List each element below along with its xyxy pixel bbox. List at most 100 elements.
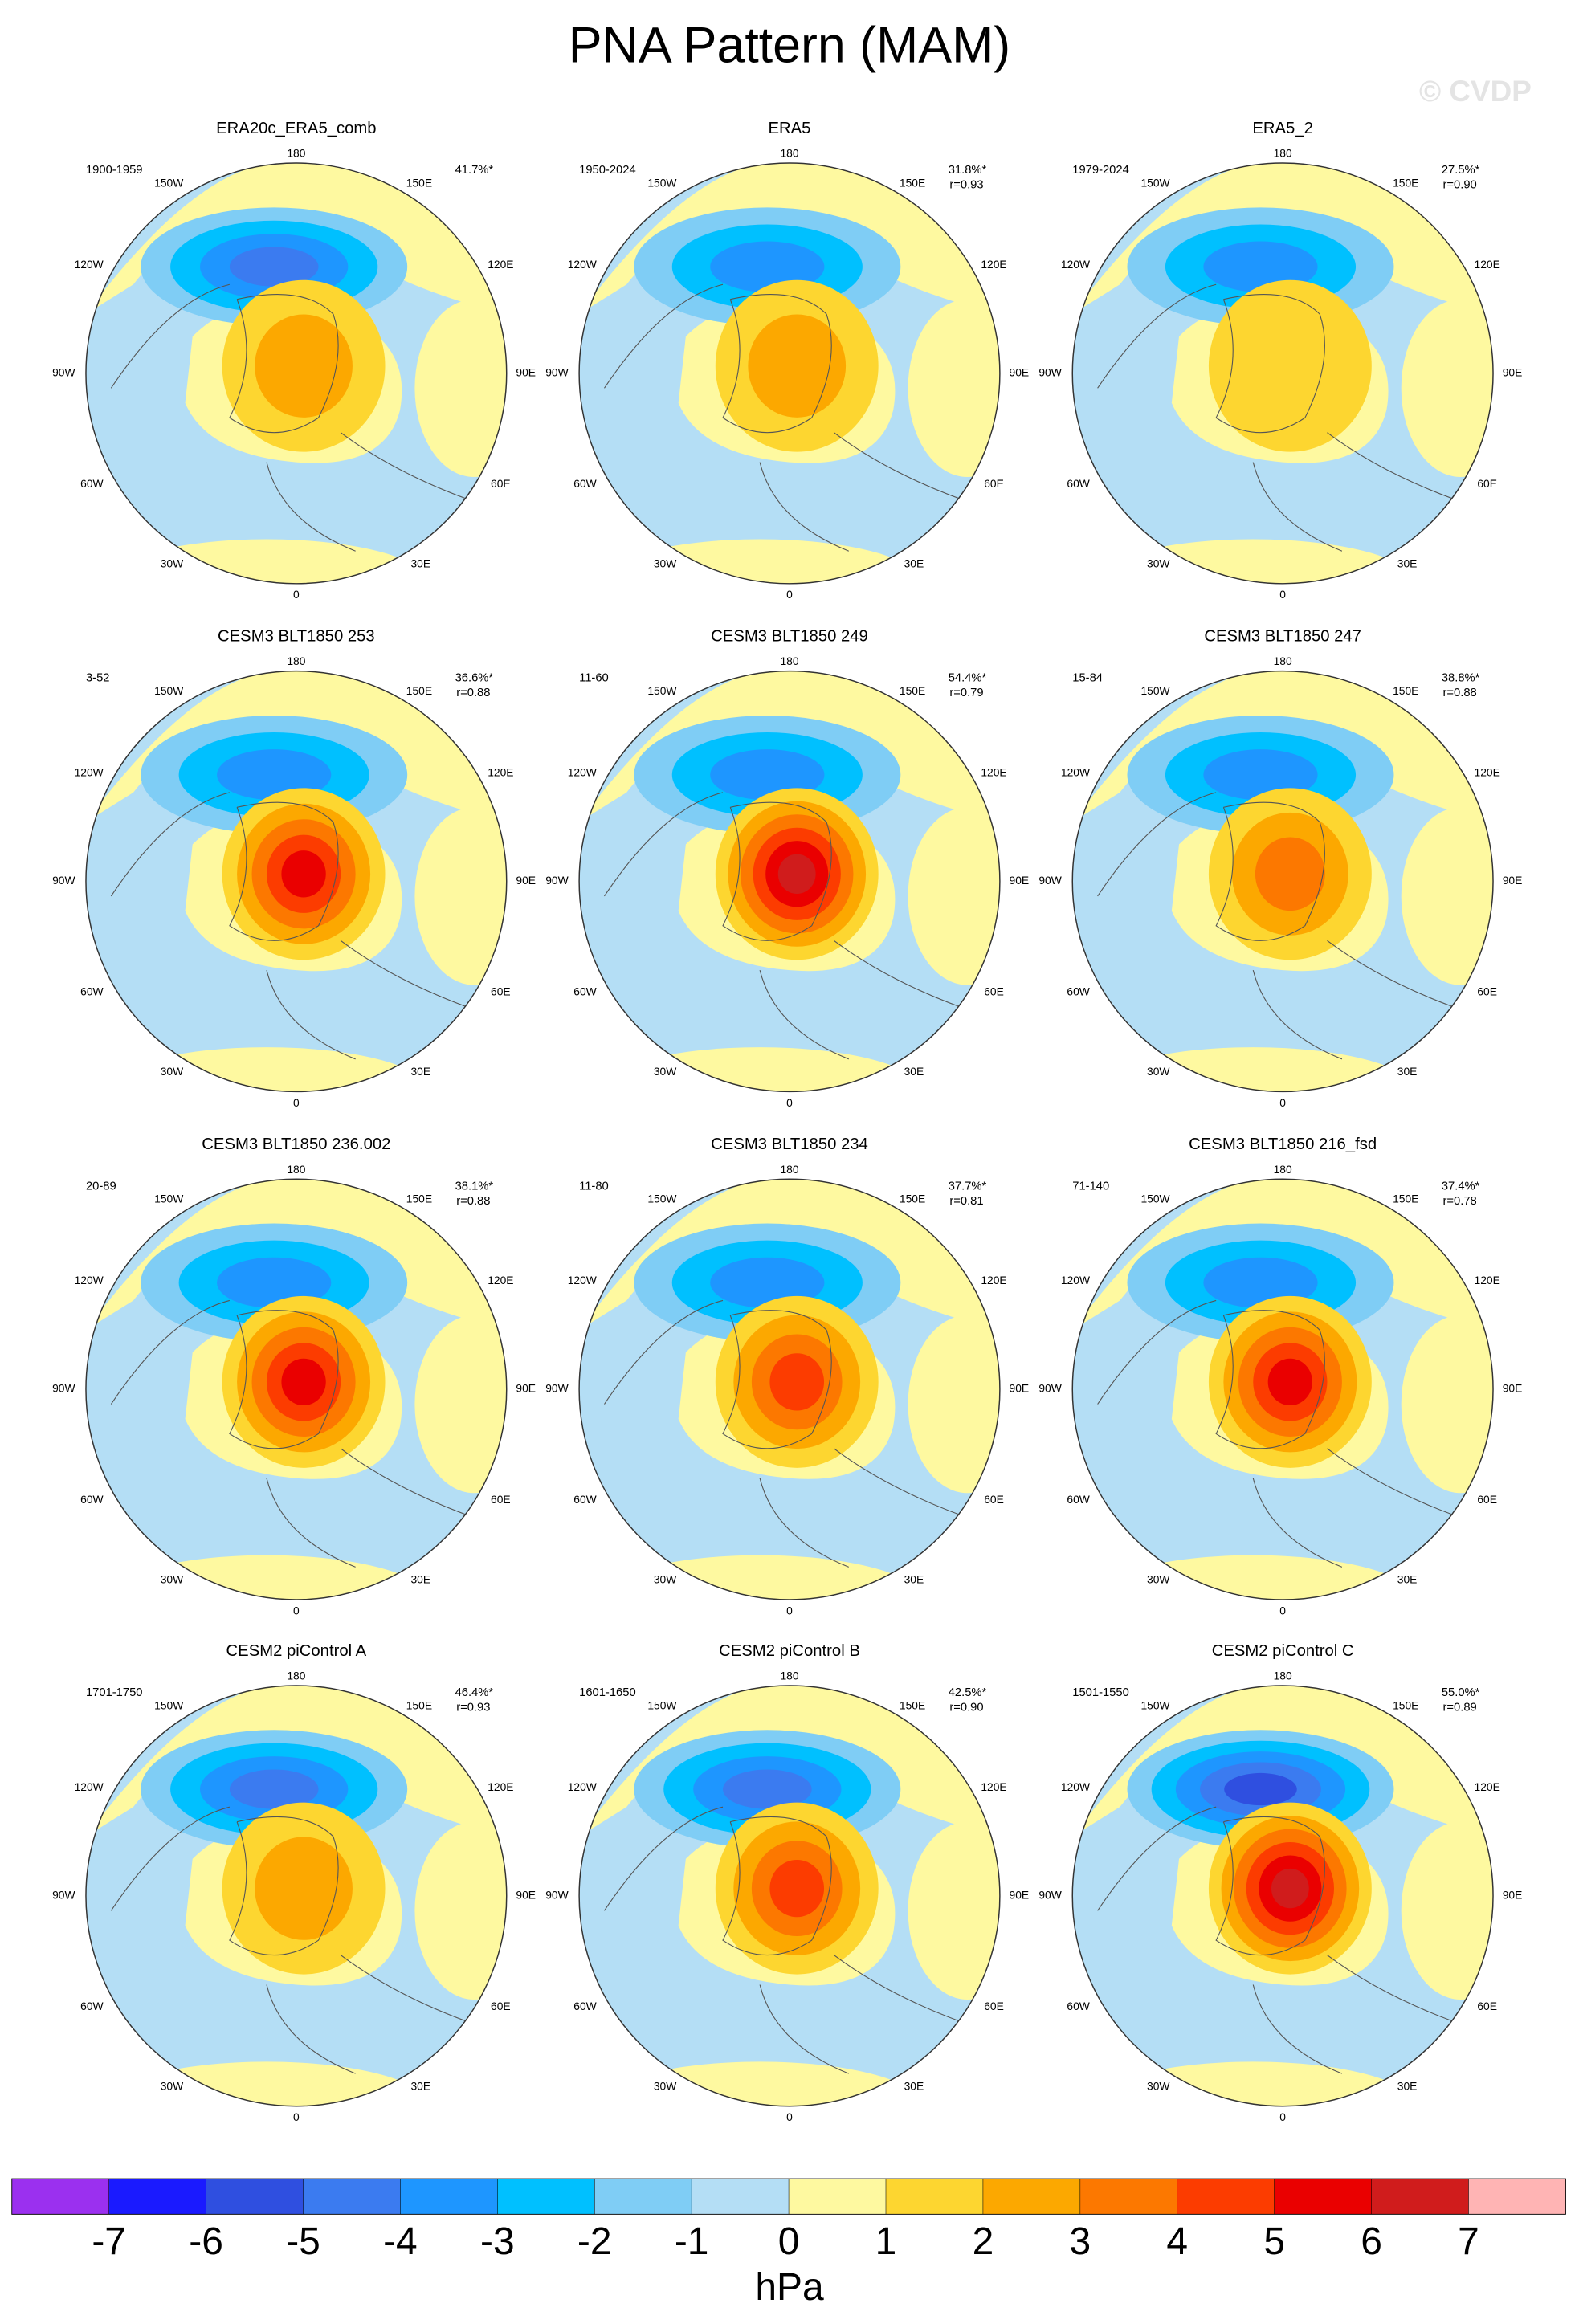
- lon-label: 30E: [904, 1065, 924, 1078]
- lon-label: 0: [1279, 1096, 1286, 1109]
- lon-label: 90E: [516, 1382, 536, 1395]
- lon-label: 30E: [904, 1573, 924, 1586]
- field-positive: [414, 1821, 507, 2000]
- map-panel: 180 150E 120E 90E 60E 30E 0 30W 60W 90W 120W 150W CE…: [545, 628, 1029, 1109]
- field-positive: [104, 2061, 430, 2106]
- field-low: [1203, 1257, 1318, 1308]
- colorbar-segment: [497, 2179, 595, 2215]
- lon-label: 180: [1274, 1670, 1292, 1682]
- field-positive: [1090, 1047, 1417, 1092]
- colorbar-segment: [400, 2179, 498, 2215]
- field-positive: [1090, 1555, 1417, 1600]
- colorbar-segment: [303, 2179, 401, 2215]
- coastline: [1097, 1806, 1476, 2074]
- lon-label: 60E: [984, 477, 1004, 490]
- map-field: [85, 1179, 507, 1600]
- map-field: [85, 671, 507, 1092]
- map-panel: 180 150E 120E 90E 60E 30E 0 30W 60W 90W 120W 150W ER…: [545, 120, 1029, 601]
- field-low: [1224, 1772, 1297, 1806]
- lon-label: 30W: [1147, 1573, 1169, 1586]
- colorbar-segment: [108, 2179, 207, 2215]
- field-low: [229, 1769, 319, 1809]
- field-positive: [104, 539, 430, 584]
- panel-r: r=0.90: [949, 1702, 983, 1714]
- lon-label: 120W: [568, 1780, 597, 1793]
- field-positive: [1401, 1315, 1494, 1494]
- panel-period: 3-52: [86, 672, 110, 685]
- panel-r: r=0.93: [456, 1702, 490, 1714]
- field-low: [710, 749, 825, 801]
- colorbar-segment: [1079, 2179, 1178, 2215]
- colorbar-segment: [1468, 2179, 1566, 2215]
- field-positive: [1401, 1821, 1494, 2000]
- panel-pct: 36.6%*: [455, 672, 494, 685]
- lon-label: 30W: [654, 2079, 676, 2092]
- field-low: [1203, 241, 1318, 292]
- lon-label: 180: [1274, 1163, 1292, 1176]
- field-high: [777, 854, 816, 894]
- lon-label: 60E: [984, 2000, 1004, 2012]
- panel-title: ERA5: [769, 120, 811, 137]
- lon-label: 60W: [573, 2000, 596, 2012]
- lon-label: 30E: [410, 557, 430, 569]
- lon-label: 90E: [516, 366, 536, 379]
- lon-label: 30W: [1147, 1065, 1169, 1078]
- lon-label: 60W: [573, 985, 596, 997]
- lon-label: 0: [786, 588, 793, 601]
- lon-label: 30E: [1397, 2079, 1418, 2092]
- panel-period: 1900-1959: [86, 164, 143, 177]
- lon-label: 60E: [984, 1493, 1004, 1506]
- map-border: [1071, 1685, 1494, 2107]
- field-high: [1255, 837, 1325, 911]
- panel-pct: 55.0%*: [1442, 1686, 1480, 1699]
- colorbar-segment: [11, 2179, 110, 2215]
- map-border: [578, 670, 1001, 1093]
- lon-label: 180: [1274, 654, 1292, 667]
- panel-title: ERA20c_ERA5_comb: [216, 120, 376, 137]
- lon-label: 150W: [1140, 684, 1169, 697]
- field-low: [229, 247, 319, 287]
- lon-label: 150W: [1140, 1193, 1169, 1205]
- lon-label: 90W: [1038, 1382, 1061, 1395]
- colorbar-tick-label: 2: [973, 2220, 994, 2263]
- panel-title: CESM2 piControl A: [226, 1642, 367, 1660]
- lon-label: 60W: [573, 477, 596, 490]
- lon-label: 0: [1279, 1604, 1286, 1617]
- lon-label: 90E: [1503, 1888, 1523, 1901]
- field-high: [255, 1837, 353, 1940]
- panel-pct: 38.1%*: [455, 1180, 494, 1193]
- colorbar-label: hPa: [755, 2266, 824, 2309]
- lon-label: 120E: [981, 1274, 1006, 1286]
- field-positive: [414, 299, 507, 478]
- panel-r: r=0.89: [1443, 1702, 1477, 1714]
- lon-label: 30E: [1397, 1573, 1418, 1586]
- colorbar-tick-label: 5: [1263, 2220, 1285, 2263]
- coastline: [1097, 1299, 1476, 1568]
- lon-label: 90E: [516, 1888, 536, 1901]
- colorbar-tick-label: -5: [286, 2220, 320, 2263]
- lon-label: 150E: [406, 177, 432, 190]
- lon-label: 30E: [410, 2079, 430, 2092]
- lon-label: 30W: [161, 557, 183, 569]
- lon-label: 30E: [1397, 1065, 1418, 1078]
- field-high: [281, 1358, 326, 1406]
- panel-pct: 27.5%*: [1442, 164, 1480, 177]
- colorbar-segment: [1274, 2179, 1373, 2215]
- map-field: [579, 1685, 1000, 2106]
- coastline: [604, 792, 982, 1060]
- map-border: [85, 162, 508, 585]
- map-panel: 180 150E 120E 90E 60E 30E 0 30W 60W 90W 120W 150W CE…: [1038, 628, 1522, 1109]
- panel-title: CESM3 BLT1850 216_fsd: [1189, 1135, 1377, 1153]
- lon-label: 120W: [568, 258, 597, 271]
- lon-label: 150E: [1393, 1698, 1418, 1711]
- colorbar-segment: [789, 2179, 887, 2215]
- lon-label: 180: [780, 1670, 798, 1682]
- colorbar-segment: [1177, 2179, 1275, 2215]
- colorbar-segment: [692, 2179, 790, 2215]
- field-high: [281, 850, 326, 898]
- lon-label: 150E: [900, 177, 925, 190]
- lon-label: 180: [287, 1163, 305, 1176]
- field-high: [1267, 1358, 1313, 1406]
- panel-r: r=0.79: [949, 687, 983, 699]
